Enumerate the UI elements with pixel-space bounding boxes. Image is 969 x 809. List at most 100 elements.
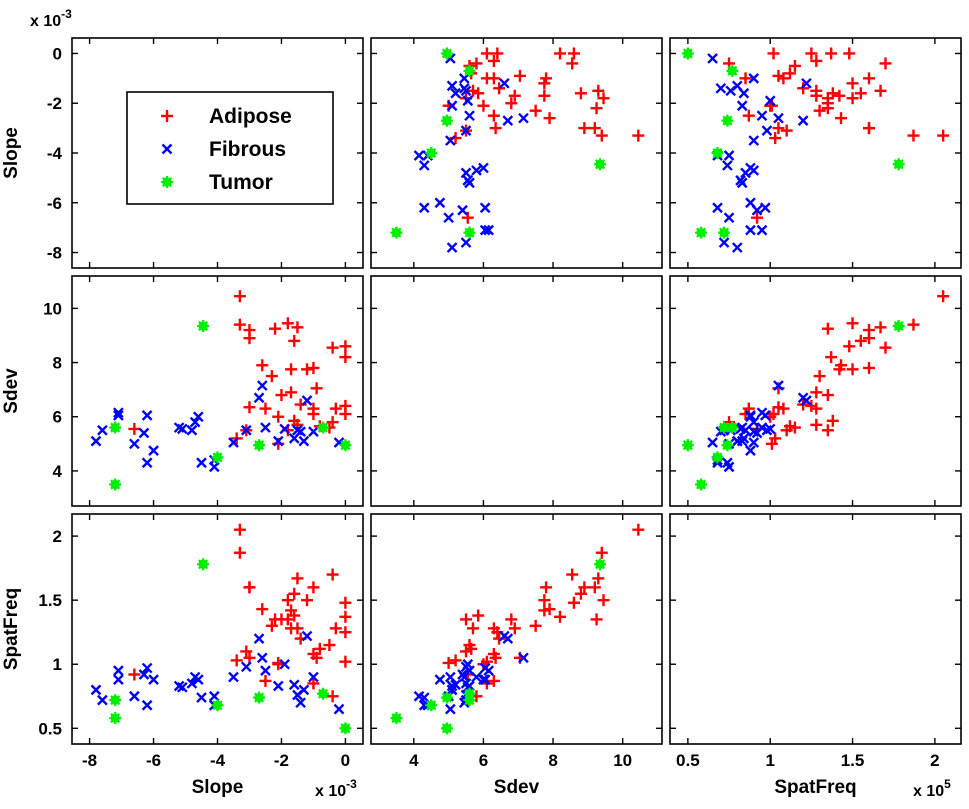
data-point-x — [228, 671, 239, 683]
data-point-plus — [161, 110, 173, 122]
data-point-x — [471, 165, 482, 176]
data-point-plus — [846, 363, 859, 376]
data-point-x — [801, 395, 812, 406]
data-point-plus — [772, 401, 785, 414]
data-point-plus — [505, 97, 518, 110]
x-tick-label: 10 — [613, 751, 632, 770]
data-point-x — [446, 242, 458, 253]
data-point-plus — [442, 656, 455, 669]
data-point-plus — [765, 437, 778, 450]
data-point-x — [738, 433, 750, 444]
data-point-plus — [291, 572, 304, 585]
data-point-plus — [285, 363, 298, 376]
data-point-plus — [265, 370, 278, 383]
data-point-star — [892, 158, 905, 171]
data-point-plus — [513, 69, 526, 82]
x-tick-label: -6 — [146, 751, 161, 770]
data-point-x — [458, 82, 470, 94]
data-point-plus — [937, 290, 950, 303]
data-point-plus — [288, 587, 301, 600]
data-point-x — [308, 426, 319, 437]
data-point-x — [173, 680, 185, 692]
data-point-x — [458, 73, 470, 84]
data-point-plus — [592, 84, 605, 97]
data-point-plus — [449, 654, 462, 667]
data-point-plus — [489, 122, 502, 135]
data-point-plus — [810, 386, 823, 399]
data-point-plus — [574, 587, 587, 600]
data-point-plus — [833, 363, 846, 376]
data-point-x — [731, 435, 743, 447]
data-point-x — [479, 674, 491, 685]
data-point-plus — [567, 47, 580, 60]
data-point-x — [773, 112, 784, 124]
data-point-plus — [466, 622, 479, 635]
data-point-x — [483, 224, 495, 236]
data-point-x — [113, 665, 124, 676]
y-tick-label: -6 — [47, 194, 62, 213]
data-point-plus — [769, 132, 782, 145]
panel-sdev-vs-slope — [71, 275, 364, 507]
data-point-x — [256, 652, 268, 664]
data-point-star — [390, 712, 403, 725]
data-point-plus — [339, 596, 352, 609]
data-point-x — [731, 80, 743, 92]
y-tick-label: -2 — [47, 94, 62, 113]
data-point-x — [502, 115, 514, 126]
data-point-plus — [879, 341, 892, 354]
data-point-x — [745, 224, 756, 236]
data-point-plus — [846, 92, 859, 105]
data-point-plus — [256, 359, 269, 372]
x-axis-label-sdev: Sdev — [494, 777, 540, 798]
data-point-plus — [291, 321, 304, 334]
data-point-plus — [835, 112, 848, 125]
data-point-plus — [813, 370, 826, 383]
data-point-plus — [863, 122, 876, 135]
data-point-plus — [566, 568, 579, 581]
data-point-x — [723, 212, 735, 224]
data-point-star — [711, 147, 724, 159]
data-point-x — [748, 416, 760, 428]
data-point-plus — [907, 129, 920, 142]
y-tick-label: 4 — [53, 462, 63, 481]
data-point-plus — [780, 124, 793, 137]
data-point-plus — [259, 674, 272, 687]
data-point-x — [736, 100, 748, 112]
data-point-star — [440, 722, 453, 735]
data-point-plus — [339, 626, 352, 639]
data-point-plus — [874, 321, 887, 334]
data-point-x — [723, 461, 735, 473]
data-point-x — [759, 202, 771, 214]
data-point-plus — [230, 654, 243, 667]
y-axis-label-spatfreq: SpatFreq — [1, 588, 22, 670]
data-point-star — [594, 158, 607, 171]
data-point-x — [272, 680, 284, 692]
data-point-x — [97, 424, 108, 436]
data-point-plus — [810, 84, 823, 97]
data-point-x — [748, 165, 760, 176]
data-point-plus — [259, 402, 272, 415]
data-point-x — [418, 160, 430, 171]
data-point-x — [272, 435, 284, 447]
data-point-plus — [326, 690, 339, 703]
data-point-x — [90, 435, 102, 447]
data-point-star — [711, 451, 724, 464]
data-point-plus — [554, 47, 567, 60]
data-point-x — [443, 212, 454, 224]
data-point-plus — [879, 57, 892, 70]
data-point-x — [434, 197, 446, 209]
data-point-plus — [460, 613, 473, 626]
data-point-plus — [329, 402, 342, 415]
data-point-plus — [310, 382, 323, 395]
data-point-x — [745, 445, 756, 456]
data-point-plus — [339, 340, 352, 353]
spatfreq-x-exponent-label: x 105 — [913, 777, 951, 800]
data-point-x — [478, 674, 489, 685]
data-point-x — [141, 457, 153, 469]
data-point-x — [498, 630, 510, 642]
data-point-x — [141, 410, 153, 421]
data-point-x — [446, 80, 458, 92]
data-point-plus — [597, 92, 610, 105]
data-point-plus — [854, 87, 867, 100]
